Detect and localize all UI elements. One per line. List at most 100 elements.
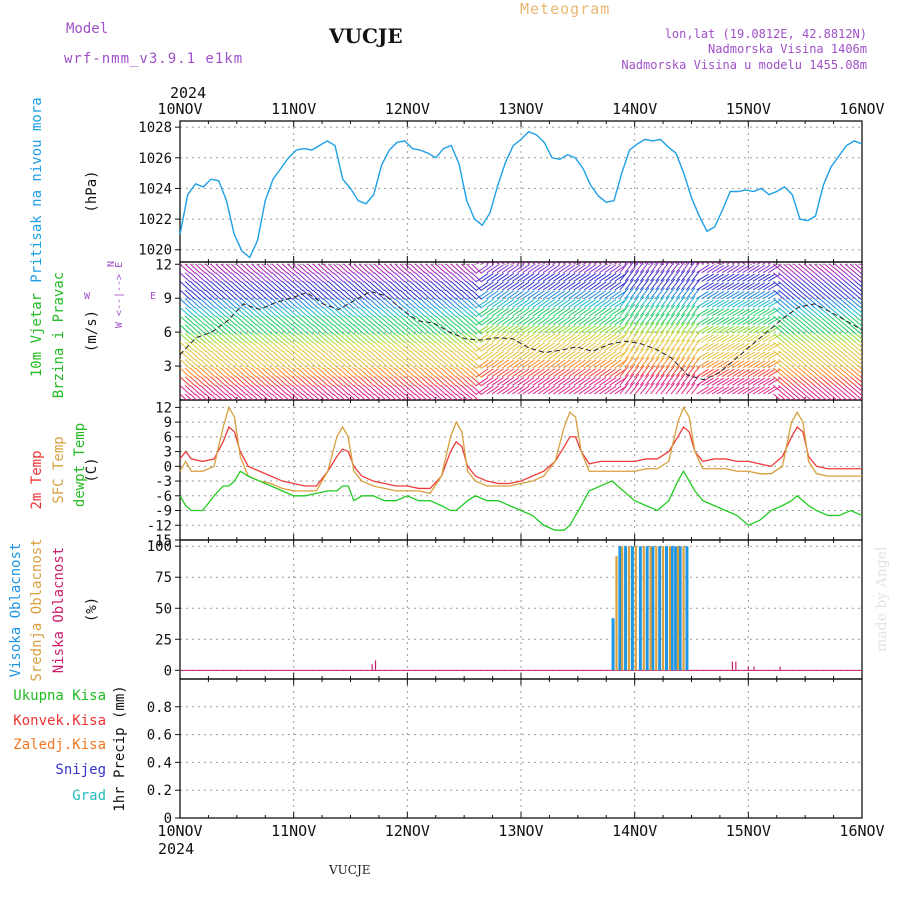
wind-barb — [553, 385, 566, 395]
wind-barb — [747, 351, 760, 360]
wind-barb — [501, 359, 515, 369]
wind-barb — [276, 289, 288, 300]
wind-barb — [512, 333, 525, 343]
wind-barb — [537, 262, 542, 265]
wind-barb — [819, 376, 831, 387]
y-tick-label: 0 — [164, 663, 172, 679]
wind-barb — [261, 306, 273, 318]
wind-barb — [808, 341, 821, 352]
wind-barb — [389, 376, 401, 387]
wind-barb — [752, 316, 766, 326]
wind-barb — [333, 367, 345, 378]
x-tick-label-top: 10NOV — [157, 100, 202, 118]
wind-barb — [568, 264, 581, 274]
wind-barb — [220, 376, 232, 387]
model-elevation-text: Nadmorska Visina u modelu 1455.08m — [621, 58, 867, 72]
wind-barb — [634, 270, 645, 282]
wind-barb — [327, 384, 339, 396]
wind-barb — [727, 377, 740, 386]
wind-barb — [767, 316, 781, 326]
wind-barb — [783, 393, 792, 400]
wind-barb — [788, 376, 800, 387]
wind-barb — [609, 316, 622, 326]
wind-barb — [819, 263, 831, 274]
wind-barb — [327, 324, 339, 335]
wind-barb — [588, 307, 602, 317]
cloud-high-bar — [651, 546, 655, 671]
wind-barb — [824, 324, 836, 335]
wind-barb — [685, 262, 689, 265]
y-tick-label: 0 — [164, 811, 172, 827]
wind-barb — [824, 367, 836, 378]
wind-barb — [481, 299, 494, 308]
wind-barb — [849, 298, 862, 309]
wind-barb — [645, 348, 655, 360]
wind-barb — [624, 330, 635, 343]
cloud-low-bar — [731, 661, 734, 671]
wind-barb — [251, 384, 263, 396]
wind-barb — [195, 289, 206, 300]
wind-barb — [220, 393, 229, 400]
wind-barb — [793, 376, 805, 387]
wind-barb — [200, 272, 212, 283]
wind-barb — [215, 376, 227, 387]
wind-barb — [645, 262, 648, 265]
wind-barb — [680, 339, 691, 351]
wind-barb — [624, 304, 635, 317]
wind-barb — [665, 330, 676, 343]
wind-barb — [778, 393, 787, 400]
wind-barb — [455, 289, 467, 300]
wind-barb — [486, 264, 499, 274]
wind-barb — [235, 298, 247, 309]
wind-barb — [747, 386, 760, 395]
wind-barb — [440, 272, 452, 283]
y-tick-label: 6 — [164, 430, 172, 446]
wind-barb — [307, 350, 319, 361]
y-tick-label: 3 — [164, 445, 172, 461]
wind-barb — [706, 334, 720, 343]
wind-barb — [358, 280, 370, 292]
wind-barb — [471, 393, 479, 400]
wind-barb — [711, 282, 725, 291]
wind-barb — [287, 289, 298, 300]
panels-layer: 10201022102410261028(hPa)36912(m/s)12963… — [8, 97, 885, 840]
wind-barb — [420, 384, 431, 396]
wind-barb — [200, 332, 212, 344]
wind-barb — [696, 262, 701, 265]
wind-barb — [629, 382, 640, 395]
wind-barb — [460, 341, 472, 352]
wind-barb — [317, 324, 329, 335]
wind-barb — [757, 325, 771, 334]
wind-barb — [445, 393, 454, 400]
wind-barb — [742, 377, 755, 386]
wind-barb — [727, 360, 740, 369]
y-tick-label: -9 — [155, 504, 172, 520]
wind-barb — [599, 333, 612, 343]
wind-barb — [425, 324, 437, 335]
wind-barb — [302, 289, 314, 300]
wind-barb — [696, 342, 709, 352]
wind-barb — [588, 264, 602, 274]
wind-barb — [767, 351, 781, 360]
wind-barb — [599, 351, 612, 360]
wind-barb — [619, 330, 629, 343]
wind-barb — [404, 272, 416, 283]
wind-barb — [793, 358, 805, 369]
wind-barb — [302, 298, 314, 309]
wind-barb — [517, 299, 530, 308]
wind-barb — [829, 341, 841, 352]
wind-barb — [353, 350, 365, 361]
wind-barb — [655, 262, 658, 265]
wind-barb — [322, 393, 331, 400]
wind-barb — [675, 339, 686, 351]
wind-barb — [220, 289, 232, 300]
wind-barb — [189, 280, 201, 292]
wind-barb — [297, 272, 309, 283]
wind-barb — [578, 273, 591, 282]
wind-barb — [276, 393, 285, 400]
wind-barb — [716, 264, 730, 274]
wind-barb — [655, 356, 665, 369]
wind-barb — [522, 264, 535, 274]
wind-barb — [824, 358, 836, 369]
